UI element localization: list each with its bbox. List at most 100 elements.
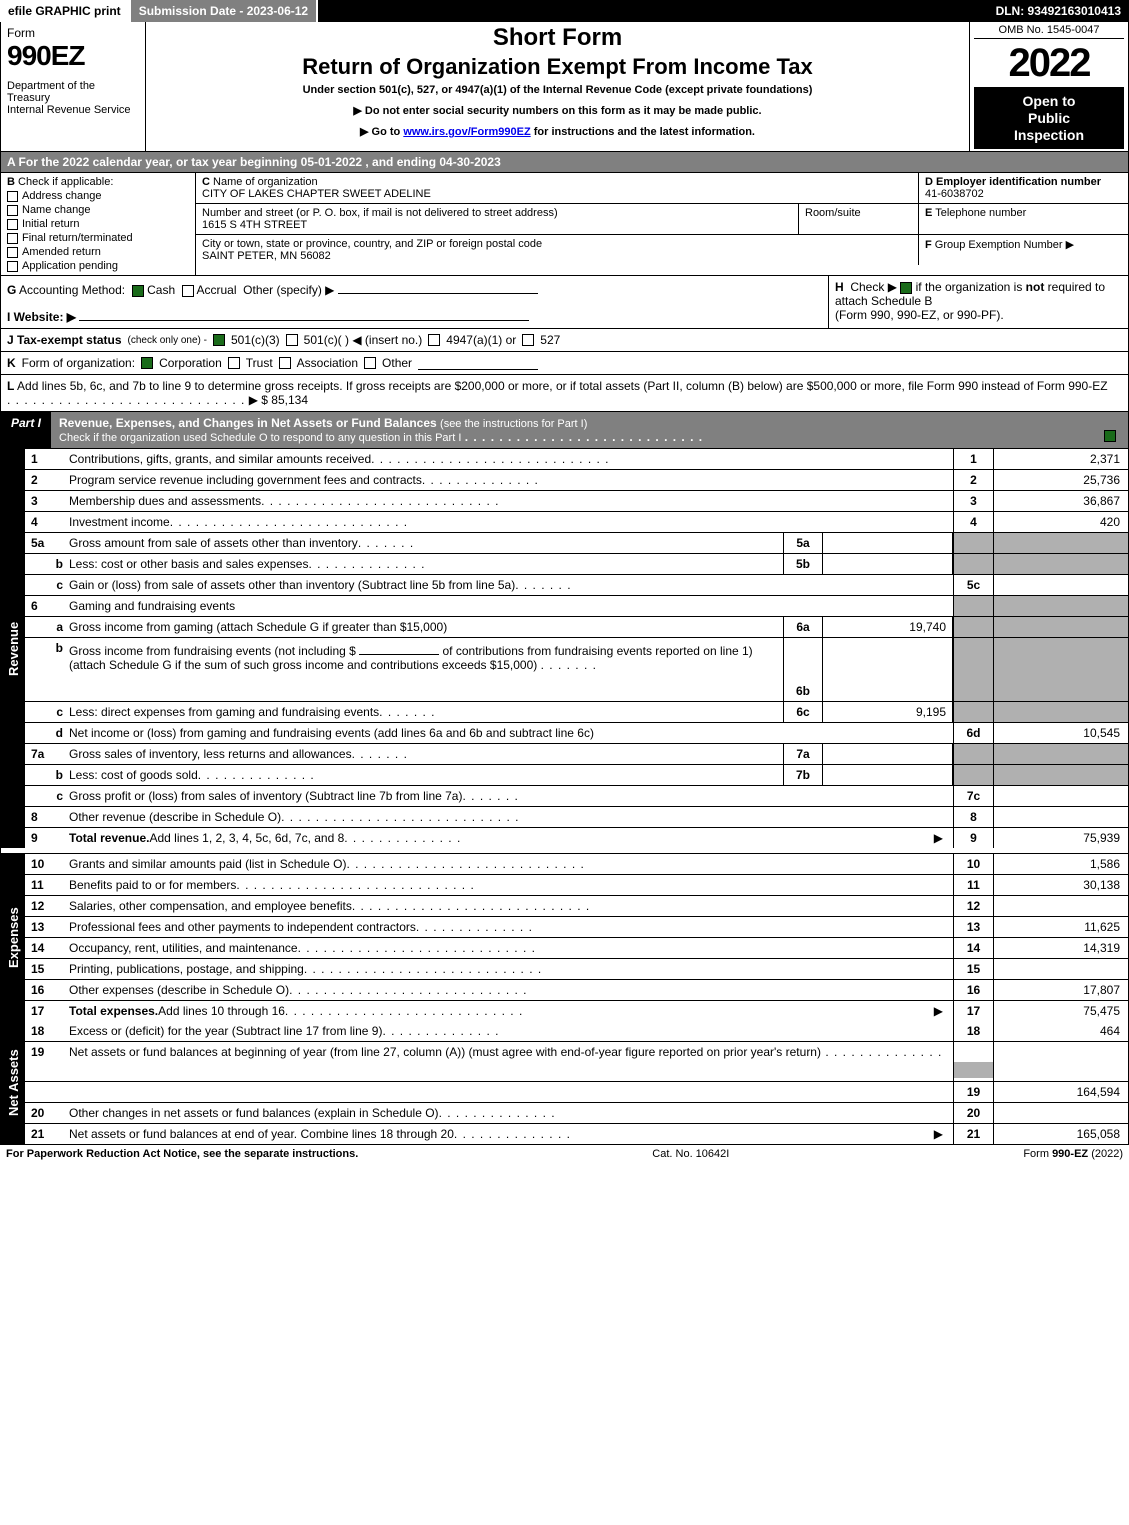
line-7b-desc-text: Less: cost of goods sold [69,768,198,782]
part1-note: (see the instructions for Part I) [440,418,587,430]
schedule-b-checkbox[interactable] [900,282,912,294]
line-19-val: 164,594 [993,1082,1128,1102]
h-text2: if the organization is [916,280,1026,294]
line-13-val: 11,625 [993,917,1128,937]
dots-icon [304,962,542,976]
group-exemption-cell: F Group Exemption Number ▶ [918,235,1128,265]
dots-icon [352,747,408,761]
501c-checkbox[interactable] [286,334,298,346]
cash-checkbox[interactable] [132,285,144,297]
dots-icon [515,578,571,592]
other-specify-field[interactable] [338,280,538,294]
initial-return-checkbox[interactable] [7,219,18,230]
line-7a: 7a Gross sales of inventory, less return… [25,744,1128,765]
line-6b-val-gray [993,638,1128,701]
street-cell: Number and street (or P. O. box, if mail… [196,204,798,234]
efile-print[interactable]: efile GRAPHIC print [0,0,131,22]
line-6a: a Gross income from gaming (attach Sched… [25,617,1128,638]
line-6d: d Net income or (loss) from gaming and f… [25,723,1128,744]
line-6a-subval: 19,740 [823,617,953,637]
line-1-val: 2,371 [993,449,1128,469]
other-org-checkbox[interactable] [364,357,376,369]
part1-check-text: Check if the organization used Schedule … [59,432,461,444]
goto-suffix: for instructions and the latest informat… [534,126,755,138]
dots-icon [821,1045,942,1059]
line-6b-amount-field[interactable] [359,641,439,655]
4947-checkbox[interactable] [428,334,440,346]
line-19b-desc [69,1082,953,1102]
line-7a-col-gray [953,744,993,764]
cash-label: Cash [147,283,175,297]
f-arrow-icon: ▶ [1066,239,1074,251]
501c3-checkbox[interactable] [213,334,225,346]
amended-return-checkbox[interactable] [7,247,18,258]
line-6b-desc1: Gross income from fundraising events (no… [69,644,356,658]
line-19b-num [25,1082,69,1102]
line-20-desc-text: Other changes in net assets or fund bala… [69,1106,439,1120]
line-11-desc-text: Benefits paid to or for members [69,878,236,892]
line-1: 1 Contributions, gifts, grants, and simi… [25,449,1128,470]
part1-table: Revenue 1 Contributions, gifts, grants, … [0,449,1129,1145]
dots-icon [541,658,597,672]
line-11-val: 30,138 [993,875,1128,895]
revenue-side-label: Revenue [1,449,25,848]
address-change-checkbox[interactable] [7,191,18,202]
corporation-label: Corporation [159,356,222,370]
goto-link[interactable]: www.irs.gov/Form990EZ [403,126,530,138]
line-8-num: 8 [25,807,69,827]
other-org-field[interactable] [418,356,538,370]
h-check-text: Check ▶ [850,280,897,294]
line-7c-num: c [25,786,69,806]
dots-icon [344,831,461,845]
street-label: Number and street (or P. O. box, if mail… [202,207,558,219]
j-label: J Tax-exempt status [7,333,122,347]
line-4-num: 4 [25,512,69,532]
application-pending-label: Application pending [22,260,118,272]
line-15: 15 Printing, publications, postage, and … [25,959,1128,980]
website-field[interactable] [79,307,529,321]
line-3-col: 3 [953,491,993,511]
line-7a-sub: 7a [783,744,823,764]
line-6b-sub: 6b [783,638,823,701]
name-change-checkbox[interactable] [7,205,18,216]
line-19-col: 19 [953,1082,993,1102]
line-8-col: 8 [953,807,993,827]
line-19-desc-text: Net assets or fund balances at beginning… [69,1045,821,1059]
row-k-form-org: K Form of organization: Corporation Trus… [0,352,1129,375]
line-2-desc: Program service revenue including govern… [69,470,953,490]
application-pending-checkbox[interactable] [7,261,18,272]
line-11: 11 Benefits paid to or for members 11 30… [25,875,1128,896]
line-9: 9 Total revenue. Add lines 1, 2, 3, 4, 5… [25,828,1128,848]
line-18-val: 464 [993,1021,1128,1041]
line-2-desc-text: Program service revenue including govern… [69,473,422,487]
line-21-num: 21 [25,1124,69,1144]
line-6d-val: 10,545 [993,723,1128,743]
final-return-checkbox[interactable] [7,233,18,244]
corporation-checkbox[interactable] [141,357,153,369]
arrow-icon: ▶ [934,831,943,845]
line-7a-num: 7a [25,744,69,764]
line-7b-sub: 7b [783,765,823,785]
527-label: 527 [540,333,560,347]
line-15-desc-text: Printing, publications, postage, and shi… [69,962,304,976]
part1-title: Revenue, Expenses, and Changes in Net As… [51,412,1128,448]
line-6d-num: d [25,723,69,743]
ein-value: 41-6038702 [925,188,984,200]
part1-header: Part I Revenue, Expenses, and Changes in… [0,412,1129,449]
line-14-col: 14 [953,938,993,958]
line-5a-val-gray [993,533,1128,553]
line-4-val: 420 [993,512,1128,532]
527-checkbox[interactable] [522,334,534,346]
trust-checkbox[interactable] [228,357,240,369]
schedule-o-checkbox[interactable] [1104,430,1116,442]
footer-right-pre: Form [1023,1148,1052,1160]
line-6b-subval [823,638,953,701]
city-label: City or town, state or province, country… [202,238,542,250]
header-left: Form 990EZ Department of the Treasury In… [1,22,146,151]
association-checkbox[interactable] [279,357,291,369]
info-block: B Check if applicable: Address change Na… [0,173,1129,276]
address-change-label: Address change [22,190,102,202]
line-8-desc: Other revenue (describe in Schedule O) [69,807,953,827]
line-13-desc: Professional fees and other payments to … [69,917,953,937]
accrual-checkbox[interactable] [182,285,194,297]
